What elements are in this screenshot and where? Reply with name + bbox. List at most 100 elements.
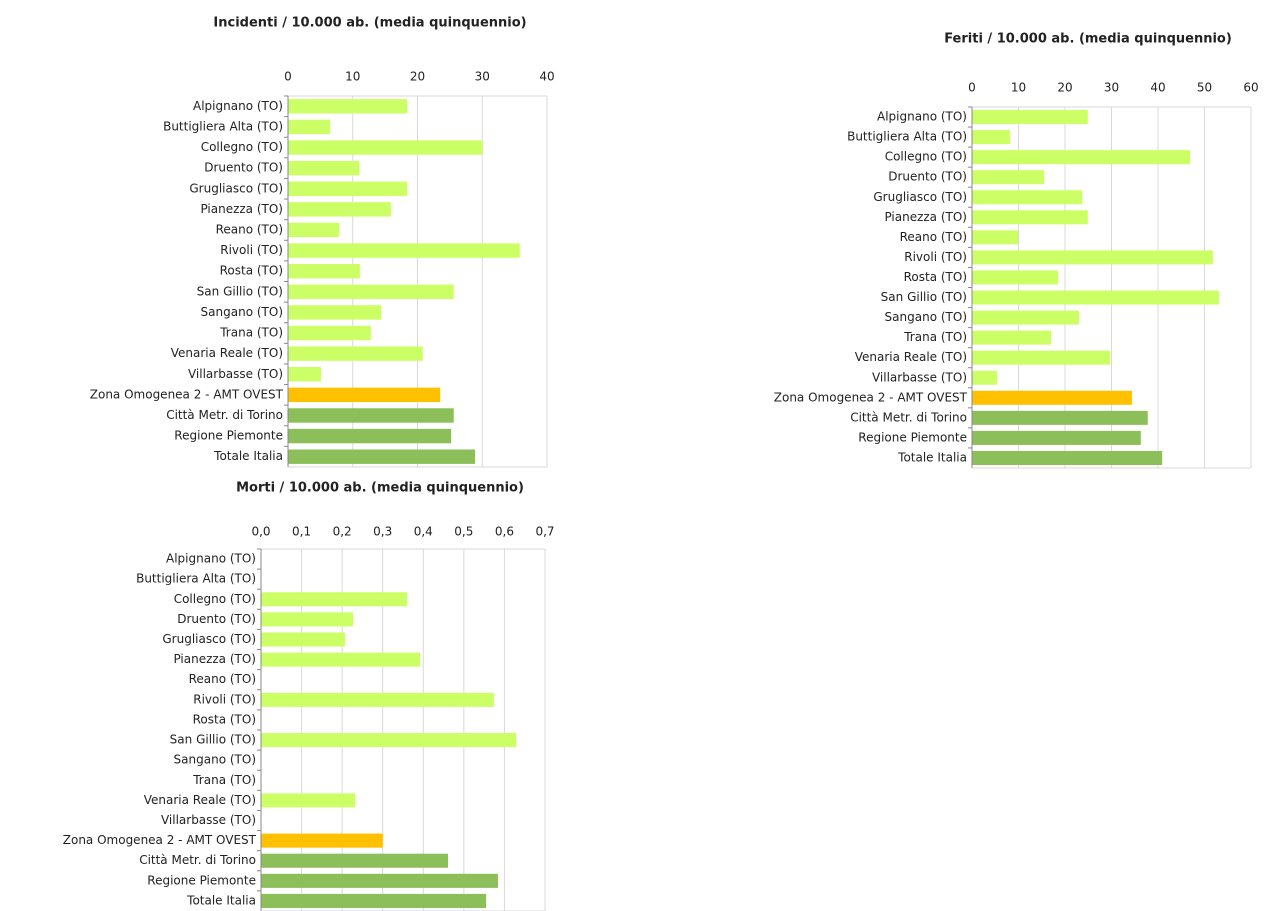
bar <box>261 632 345 647</box>
y-tick-label: Rivoli (TO) <box>193 692 256 706</box>
y-tick-label: Collegno (TO) <box>201 140 283 154</box>
bar <box>972 330 1052 345</box>
x-tick-label: 60 <box>1243 81 1258 95</box>
x-tick-label: 0,5 <box>454 525 473 539</box>
y-tick-label: Alpignano (TO) <box>877 110 967 124</box>
y-tick-label: San Gillio (TO) <box>197 284 283 298</box>
y-tick-label: Villarbasse (TO) <box>161 813 256 827</box>
bar <box>261 853 449 868</box>
bar <box>972 450 1163 465</box>
x-tick-label: 10 <box>1011 81 1026 95</box>
x-tick-label: 20 <box>1057 81 1072 95</box>
x-tick-label: 0,1 <box>292 525 311 539</box>
x-tick-label: 10 <box>345 70 360 84</box>
bar <box>261 733 517 748</box>
x-tick-label: 0,6 <box>495 525 514 539</box>
chart-title: Feriti / 10.000 ab. (media quinquennio) <box>944 32 1232 47</box>
y-tick-label: Regione Piemonte <box>858 430 967 444</box>
bar <box>972 430 1141 445</box>
bar <box>288 202 391 217</box>
bar <box>288 181 408 196</box>
y-tick-label: Trana (TO) <box>219 326 283 340</box>
y-tick-label: Città Metr. di Torino <box>850 410 967 424</box>
y-tick-label: Villarbasse (TO) <box>872 370 967 384</box>
bar <box>972 410 1148 425</box>
chart-title: Incidenti / 10.000 ab. (media quinquenni… <box>213 16 526 31</box>
bar <box>288 408 454 423</box>
bar <box>288 263 360 279</box>
bar <box>288 160 360 176</box>
x-tick-label: 0,2 <box>333 525 352 539</box>
y-tick-label: Buttigliera Alta (TO) <box>136 572 256 586</box>
y-tick-label: Grugliasco (TO) <box>162 632 256 646</box>
bar <box>288 284 454 300</box>
y-tick-label: Totale Italia <box>897 450 967 464</box>
bar <box>972 150 1191 165</box>
y-tick-label: Reano (TO) <box>189 672 256 686</box>
bar <box>972 350 1111 365</box>
bar <box>288 243 520 258</box>
bar <box>261 592 408 607</box>
bar <box>288 387 441 403</box>
bar <box>972 190 1083 205</box>
bar <box>972 210 1088 225</box>
bar <box>261 652 421 667</box>
bar <box>288 428 452 444</box>
bar <box>972 230 1019 245</box>
y-tick-label: Trana (TO) <box>192 773 256 787</box>
y-tick-label: Grugliasco (TO) <box>189 181 283 195</box>
y-tick-label: Druento (TO) <box>177 612 256 626</box>
bar <box>972 290 1219 305</box>
y-tick-label: Zona Omogenea 2 - AMT OVEST <box>63 833 257 847</box>
y-tick-label: Totale Italia <box>186 893 256 907</box>
y-tick-label: Pianezza (TO) <box>200 202 283 216</box>
bar <box>288 305 382 320</box>
bar <box>972 110 1088 125</box>
bar <box>972 130 1011 145</box>
bar <box>972 270 1059 285</box>
x-tick-label: 30 <box>475 70 490 84</box>
y-tick-label: Reano (TO) <box>900 230 967 244</box>
bar <box>288 119 331 135</box>
x-tick-label: 30 <box>1104 81 1119 95</box>
bar <box>288 346 423 361</box>
y-tick-label: Regione Piemonte <box>147 873 256 887</box>
y-tick-label: Totale Italia <box>213 449 283 463</box>
x-tick-label: 50 <box>1197 81 1212 95</box>
bar <box>972 390 1132 405</box>
bar <box>288 325 371 341</box>
y-tick-label: Alpignano (TO) <box>193 99 283 113</box>
y-tick-label: Rosta (TO) <box>904 270 967 284</box>
bar <box>288 99 408 114</box>
y-tick-label: Regione Piemonte <box>174 429 283 443</box>
bar <box>288 140 483 155</box>
x-tick-label: 0 <box>968 81 976 95</box>
y-tick-label: San Gillio (TO) <box>881 290 967 304</box>
bar <box>261 793 356 808</box>
y-tick-label: Druento (TO) <box>204 161 283 175</box>
bar <box>972 310 1079 325</box>
bar <box>972 250 1213 265</box>
bar <box>288 449 476 464</box>
y-tick-label: Reano (TO) <box>216 222 283 236</box>
y-tick-label: Zona Omogenea 2 - AMT OVEST <box>774 390 968 404</box>
y-tick-label: Buttigliera Alta (TO) <box>163 119 283 133</box>
bar <box>972 170 1045 185</box>
y-tick-label: Zona Omogenea 2 - AMT OVEST <box>90 387 284 401</box>
y-tick-label: Venaria Reale (TO) <box>144 793 256 807</box>
bar <box>261 893 487 908</box>
y-tick-label: Pianezza (TO) <box>173 652 256 666</box>
y-tick-label: Sangano (TO) <box>201 305 283 319</box>
chart-title: Morti / 10.000 ab. (media quinquennio) <box>236 481 524 496</box>
y-tick-label: Venaria Reale (TO) <box>855 350 967 364</box>
bar <box>261 873 498 888</box>
x-tick-label: 40 <box>1150 81 1165 95</box>
bar <box>261 692 494 707</box>
y-tick-label: Venaria Reale (TO) <box>171 346 283 360</box>
x-tick-label: 0 <box>284 70 292 84</box>
x-tick-label: 0,7 <box>535 525 554 539</box>
y-tick-label: Pianezza (TO) <box>884 210 967 224</box>
y-tick-label: Rosta (TO) <box>220 264 283 278</box>
